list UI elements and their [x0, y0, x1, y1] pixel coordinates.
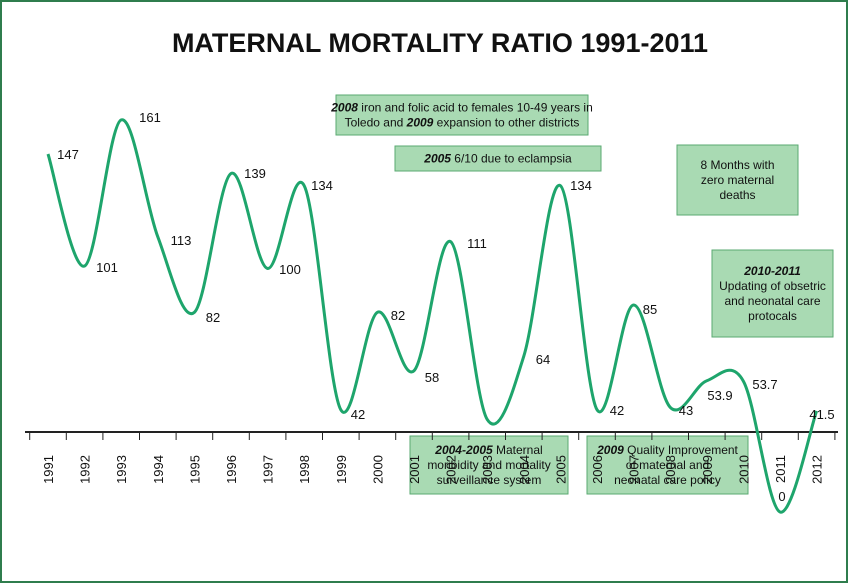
annotation-segment: Quality Improvement: [624, 443, 739, 457]
annotation-segment: protocals: [748, 309, 797, 323]
annotation-text: of maternal and: [626, 458, 709, 472]
x-tick-label: 2011: [773, 455, 788, 483]
data-label: 101: [96, 260, 118, 275]
annotation-text: zero maternal: [701, 173, 774, 187]
annotation-segment: of maternal and: [626, 458, 709, 472]
data-label: 42: [610, 403, 624, 418]
x-tick-label: 2006: [590, 455, 605, 484]
annotation-segment: deaths: [719, 188, 755, 202]
data-label: 42: [351, 407, 365, 422]
annotation-segment: 2009: [406, 116, 434, 130]
annotation-segment: Maternal: [493, 443, 543, 457]
chart-title: MATERNAL MORTALITY RATIO 1991-2011: [172, 28, 708, 58]
data-label: 139: [244, 166, 266, 181]
annotation-text: Updating of obsetric: [719, 279, 826, 293]
x-tick-label: 1995: [187, 455, 202, 484]
data-label: 43: [679, 403, 693, 418]
annotation-segment: zero maternal: [701, 173, 774, 187]
annotation-segment: Updating of obsetric: [719, 279, 826, 293]
data-label: 100: [279, 262, 301, 277]
x-tick-label: 1991: [41, 455, 56, 484]
annotation-text: 8 Months with: [700, 158, 774, 172]
x-tick-label: 2007: [627, 455, 642, 484]
data-label: 64: [536, 352, 550, 367]
annotation-segment: 2005: [423, 152, 451, 166]
annotation-box: [394, 145, 602, 172]
annotation-text: 2005 6/10 due to eclampsia: [423, 152, 572, 166]
x-tick-label: 2003: [480, 455, 495, 484]
x-tick-label: 2002: [444, 455, 459, 484]
annotation-box: [676, 144, 799, 216]
x-tick-label: 2005: [553, 455, 568, 484]
annotation-segment: and neonatal care: [724, 294, 820, 308]
annotation-segment: 2004-2005: [434, 443, 493, 457]
x-tick-label: 2009: [700, 455, 715, 484]
annotation-text: 2004-2005 Maternal: [434, 443, 542, 457]
data-label: 113: [171, 233, 192, 248]
x-tick-label: 2010: [736, 455, 751, 484]
data-label: 111: [467, 236, 487, 251]
annotation-box: [586, 435, 749, 495]
annotation-segment: moribidity and mortality: [427, 458, 550, 472]
data-label: 161: [139, 110, 161, 125]
annotation-segment: 2009: [596, 443, 624, 457]
x-tick-label: 1998: [297, 455, 312, 484]
annotation-text: 2009 Quality Improvement: [596, 443, 738, 457]
x-tick-label: 2000: [370, 455, 385, 484]
x-tick-label: 1997: [261, 455, 276, 484]
annotation-text: neonatal care policy: [614, 473, 721, 487]
x-tick-label: 2001: [407, 455, 422, 484]
x-tick-label: 1994: [151, 455, 166, 484]
data-label: 147: [57, 147, 79, 162]
annotation-text: moribidity and mortality: [427, 458, 550, 472]
x-tick-label: 2012: [810, 455, 825, 484]
x-tick-label: 2004: [517, 455, 532, 484]
annotation-text: Toledo and 2009 expansion to other distr…: [345, 116, 580, 130]
annotation-box: [409, 435, 569, 495]
annotation-segment: iron and folic acid to females 10-49 yea…: [358, 101, 593, 115]
x-tick-label: 1999: [334, 455, 349, 484]
x-tick-label: 2008: [663, 455, 678, 484]
annotation-segment: 2008: [330, 101, 358, 115]
annotation-segment: 6/10 due to eclampsia: [451, 152, 572, 166]
annotation-segment: neonatal care policy: [614, 473, 721, 487]
annotation-segment: Toledo and: [345, 116, 407, 130]
annotation-text: protocals: [748, 309, 797, 323]
data-label: 53.7: [752, 377, 777, 392]
data-label: 58: [425, 370, 439, 385]
annotation-box: [335, 94, 589, 136]
x-tick-label: 1992: [78, 455, 93, 484]
annotation-text: 2010-2011: [743, 264, 801, 278]
annotation-segment: expansion to other districts: [433, 116, 579, 130]
annotation-text: 2008 iron and folic acid to females 10-4…: [330, 101, 593, 115]
data-label: 41.5: [809, 407, 834, 422]
data-label: 82: [206, 310, 220, 325]
annotation-text: deaths: [719, 188, 755, 202]
data-label: 0: [778, 489, 785, 504]
annotation-segment: 8 Months with: [700, 158, 774, 172]
data-label: 53.9: [707, 388, 732, 403]
annotation-segment: 2010-2011: [743, 264, 801, 278]
annotation-box: [711, 249, 834, 338]
x-tick-label: 1993: [114, 455, 129, 484]
data-line: [46, 118, 819, 514]
annotation-text: surveillance system: [437, 473, 542, 487]
x-tick-label: 1996: [224, 455, 239, 484]
data-label: 134: [570, 178, 592, 193]
data-label: 85: [643, 302, 657, 317]
data-label: 134: [311, 178, 333, 193]
annotation-text: and neonatal care: [724, 294, 820, 308]
annotation-segment: surveillance system: [437, 473, 542, 487]
data-label: 82: [391, 308, 405, 323]
